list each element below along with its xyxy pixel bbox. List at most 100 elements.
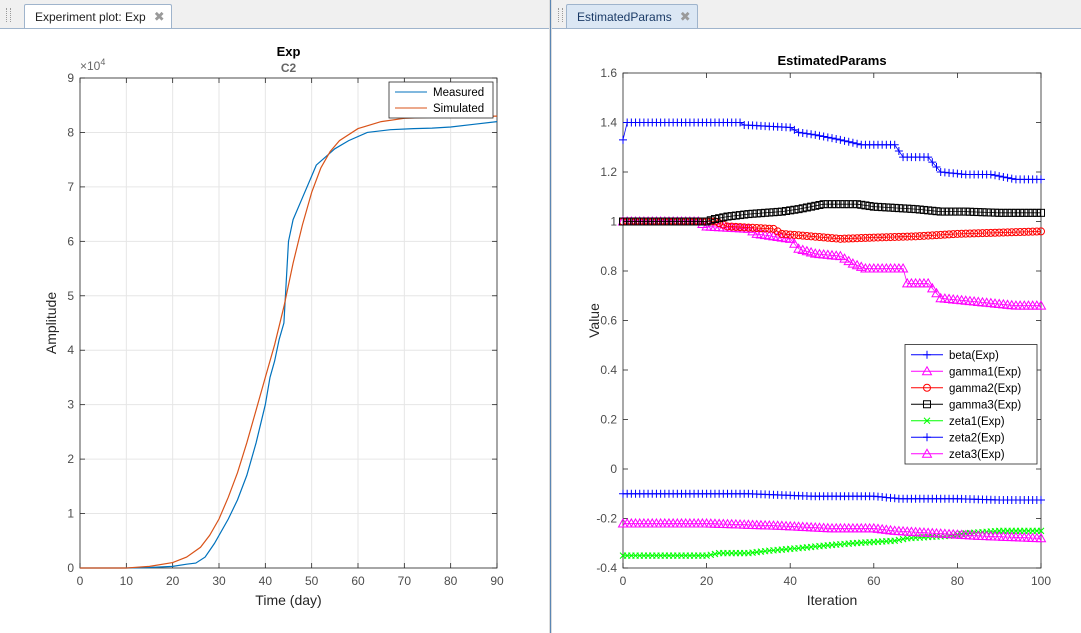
data-point <box>727 222 736 231</box>
data-point <box>847 258 859 268</box>
data-point <box>786 206 795 215</box>
data-point <box>777 207 786 216</box>
y-tick-label: 4 <box>67 343 74 357</box>
data-point <box>756 209 765 218</box>
y-tick-label: 0.8 <box>600 264 617 278</box>
y-tick-label: -0.2 <box>596 512 617 526</box>
data-point <box>926 282 938 293</box>
data-point <box>848 138 857 147</box>
data-point <box>740 210 749 219</box>
data-point <box>836 200 845 209</box>
data-point <box>815 201 824 209</box>
y-tick-label: 0.6 <box>600 314 617 328</box>
legend-label: beta(Exp) <box>949 350 999 362</box>
data-point <box>932 207 941 216</box>
tab-experiment-plot[interactable]: Experiment plot: Exp ✖ <box>24 4 172 28</box>
drag-grip-icon[interactable] <box>558 8 563 22</box>
data-point <box>639 217 648 226</box>
x-tick-label: 40 <box>784 574 798 588</box>
data-point <box>974 208 983 217</box>
data-point <box>794 231 803 240</box>
data-point <box>1007 228 1016 237</box>
data-point <box>698 217 707 226</box>
legend-label: zeta2(Exp) <box>949 432 1005 444</box>
data-point <box>727 212 736 221</box>
data-point <box>851 259 863 270</box>
series-line <box>80 115 498 569</box>
data-point <box>928 158 937 167</box>
data-point <box>865 233 874 242</box>
data-point <box>743 223 754 233</box>
data-point <box>861 233 870 242</box>
data-point <box>832 135 841 143</box>
x-tick-label: 50 <box>305 574 319 588</box>
data-point <box>736 118 745 127</box>
data-point <box>823 133 832 142</box>
tab-estimated-params[interactable]: EstimatedParams ✖ <box>566 4 698 28</box>
data-point <box>894 204 903 213</box>
data-point <box>664 217 673 226</box>
data-point <box>924 206 933 215</box>
data-point <box>953 207 962 216</box>
data-point <box>936 230 945 239</box>
data-point <box>840 200 849 209</box>
data-point <box>828 134 836 143</box>
data-point <box>961 229 970 238</box>
panel-divider[interactable] <box>549 0 552 633</box>
data-point <box>731 211 740 220</box>
data-point <box>748 223 757 232</box>
data-point <box>673 217 682 226</box>
plot-area <box>80 78 497 568</box>
experiment-plot-panel: Experiment plot: Exp ✖ 0 10 20 30 40 50 60 70 80… <box>0 0 549 633</box>
data-point <box>878 233 887 242</box>
data-point <box>715 219 724 228</box>
right-tabstrip: EstimatedParams ✖ <box>552 0 1081 29</box>
data-point <box>1035 532 1047 543</box>
data-point <box>922 277 934 288</box>
close-icon[interactable]: ✖ <box>679 8 691 24</box>
data-point <box>865 202 874 211</box>
data-point <box>844 200 853 209</box>
data-point <box>798 129 807 138</box>
data-point <box>627 217 636 226</box>
estimated-params-panel: EstimatedParams ✖ 0 20 40 60 80 100 -0.4 -0.2 0 0… <box>552 0 1081 633</box>
close-icon[interactable]: ✖ <box>153 8 165 24</box>
data-point <box>932 231 941 240</box>
data-point <box>1007 174 1016 183</box>
y-axis-label: Value <box>586 303 602 338</box>
x-tick-label: 20 <box>166 574 180 588</box>
drag-grip-icon[interactable] <box>6 8 11 22</box>
chart-title: EstimatedParams <box>777 53 886 68</box>
data-point <box>903 204 912 213</box>
chart-title: Exp <box>277 44 301 59</box>
legend-marker <box>923 350 931 359</box>
y-tick-label: 1.2 <box>600 165 617 179</box>
data-point <box>869 202 878 211</box>
data-point <box>1003 228 1012 237</box>
legend-marker <box>923 400 931 409</box>
data-point <box>802 203 811 212</box>
data-point <box>1037 495 1045 504</box>
data-point <box>853 200 862 209</box>
data-point <box>832 200 841 209</box>
data-point <box>919 205 928 214</box>
y-tick-label: 1.4 <box>600 116 617 130</box>
data-point <box>819 132 828 141</box>
data-point <box>999 208 1008 217</box>
data-point <box>915 205 924 214</box>
data-point <box>794 205 803 214</box>
data-point <box>903 232 912 241</box>
series-zeta2-exp- <box>619 489 1045 504</box>
data-point <box>828 200 836 209</box>
data-point <box>832 234 841 243</box>
data-point <box>940 230 949 239</box>
legend-box <box>388 81 494 119</box>
data-point <box>848 200 857 209</box>
data-point <box>723 222 732 231</box>
data-point <box>631 217 640 226</box>
data-point <box>970 207 979 216</box>
data-point <box>835 250 846 261</box>
data-point <box>882 203 891 212</box>
data-point <box>890 140 899 149</box>
data-point <box>882 233 891 242</box>
